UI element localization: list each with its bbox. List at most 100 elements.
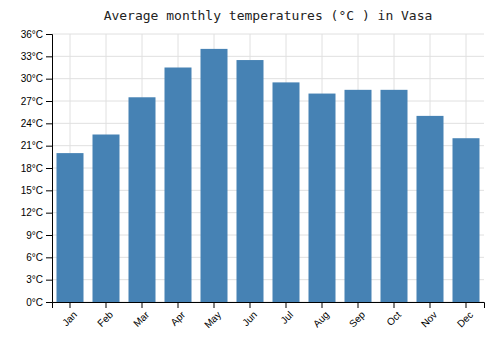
tick: 36°C — [21, 29, 52, 40]
tick: Jul — [278, 302, 295, 326]
tick-mark — [250, 302, 251, 308]
tick: Jan — [60, 302, 79, 328]
tick-mark — [286, 302, 287, 308]
tick-mark — [46, 235, 52, 236]
tick-label: 24°C — [21, 118, 43, 129]
x-axis: Jan Feb Mar Apr May Jun Jul Aug Sep Oct Nov Dec — [53, 302, 485, 330]
tick: 30°C — [21, 73, 52, 84]
tick-mark — [178, 302, 179, 308]
tick-label: 6°C — [26, 252, 43, 263]
tick-label: 30°C — [21, 73, 43, 84]
tick-label: Jul — [278, 309, 295, 326]
tick-mark — [46, 146, 52, 147]
tick: May — [202, 302, 223, 330]
tick-label: Jan — [60, 309, 79, 328]
tick: 6°C — [26, 252, 52, 263]
tick-label: 33°C — [21, 51, 43, 62]
grid — [52, 34, 484, 302]
tick-mark — [322, 302, 323, 308]
tick-mark — [46, 280, 52, 281]
tick-label: Oct — [384, 309, 403, 328]
tick-label: 0°C — [26, 297, 43, 308]
tick-mark — [46, 257, 52, 258]
tick: Mar — [131, 302, 151, 329]
bars — [57, 49, 480, 302]
tick-mark — [46, 79, 52, 80]
chart: 0°C 3°C 6°C 9°C 12°C 15°C 18°C 21°C 24°C 27°C 30°C… — [0, 0, 500, 350]
tick: 0°C — [26, 297, 52, 308]
tick: 21°C — [21, 140, 52, 151]
tick-mark — [46, 302, 52, 303]
tick-mark — [46, 101, 52, 102]
tick-label: Aug — [311, 309, 331, 329]
tick-label: Apr — [168, 309, 187, 328]
bar — [93, 135, 120, 303]
tick-label: 36°C — [21, 29, 43, 40]
tick-label: 15°C — [21, 185, 43, 196]
tick-mark — [106, 302, 107, 308]
tick-label: 18°C — [21, 163, 43, 174]
plot: 0°C 3°C 6°C 9°C 12°C 15°C 18°C 21°C 24°C 27°C 30°C… — [21, 29, 485, 331]
tick-mark — [46, 213, 52, 214]
tick-label: 3°C — [26, 274, 43, 285]
tick-mark — [142, 302, 143, 308]
tick: Dec — [455, 302, 475, 329]
tick-label: Sep — [347, 309, 368, 330]
grid-line — [52, 78, 484, 79]
grid-line — [52, 34, 484, 35]
axis-line — [53, 303, 485, 309]
tick: Aug — [311, 302, 331, 329]
tick-mark — [46, 168, 52, 169]
tick: 9°C — [26, 230, 52, 241]
tick-mark — [70, 302, 71, 308]
tick: Apr — [168, 302, 187, 328]
grid-line — [52, 56, 484, 57]
tick-label: May — [202, 309, 223, 330]
tick-label: Nov — [419, 309, 439, 329]
tick-label: 27°C — [21, 96, 43, 107]
tick-mark — [46, 34, 52, 35]
grid-line — [52, 101, 484, 102]
tick: Oct — [384, 302, 403, 328]
tick: Nov — [419, 302, 439, 329]
tick-label: Feb — [95, 309, 115, 329]
tick-mark — [358, 302, 359, 308]
tick-label: 9°C — [26, 230, 43, 241]
tick: 18°C — [21, 163, 52, 174]
bar — [57, 153, 84, 302]
tick: 3°C — [26, 274, 52, 285]
tick: 15°C — [21, 185, 52, 196]
tick-label: Jun — [240, 309, 259, 328]
bar — [165, 68, 192, 303]
tick: 33°C — [21, 51, 52, 62]
tick: Sep — [347, 302, 368, 329]
bar — [417, 116, 444, 302]
tick-mark — [394, 302, 395, 308]
bar — [237, 60, 264, 302]
y-axis: 0°C 3°C 6°C 9°C 12°C 15°C 18°C 21°C 24°C 27°C 30°C… — [21, 29, 53, 308]
tick: 24°C — [21, 118, 52, 129]
tick: 12°C — [21, 207, 52, 218]
tick: 27°C — [21, 96, 52, 107]
bar — [309, 94, 336, 302]
tick-label: Mar — [131, 309, 151, 329]
tick: Feb — [95, 302, 115, 329]
tick-mark — [46, 56, 52, 57]
bar — [453, 138, 480, 302]
tick-label: 12°C — [21, 207, 43, 218]
bar — [273, 82, 300, 302]
title: Average monthly temperatures (°C ) in Va… — [104, 8, 433, 23]
tick-mark — [466, 302, 467, 308]
bar — [345, 90, 372, 302]
tick-mark — [214, 302, 215, 308]
tick-label: Dec — [455, 309, 475, 329]
tick-mark — [430, 302, 431, 308]
tick-mark — [46, 123, 52, 124]
bar — [129, 97, 156, 302]
tick-label: 21°C — [21, 140, 43, 151]
tick: Jun — [240, 302, 259, 328]
bar — [381, 90, 408, 302]
bar — [201, 49, 228, 302]
axis-line — [46, 35, 53, 303]
tick-mark — [46, 190, 52, 191]
